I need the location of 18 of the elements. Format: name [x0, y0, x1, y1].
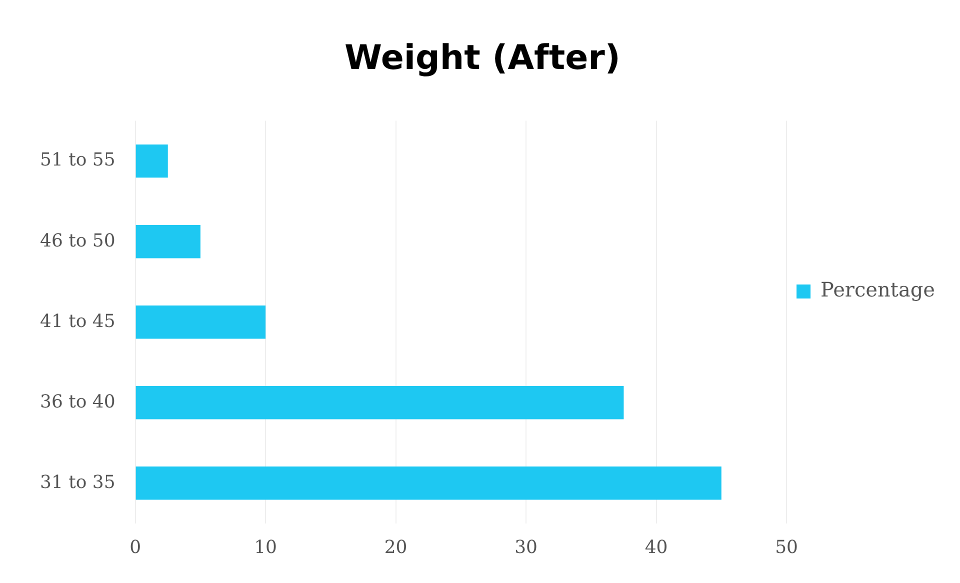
- y-tick-label: 46 to 50: [40, 230, 116, 252]
- y-tick-label: 41 to 45: [40, 310, 116, 332]
- x-tick-label: 30: [514, 536, 538, 558]
- x-tick-label: 50: [775, 536, 798, 558]
- x-tick-label: 40: [644, 536, 668, 558]
- x-tick-label: 20: [384, 536, 408, 558]
- bar: [136, 224, 200, 258]
- y-tick-label: 31 to 35: [40, 472, 116, 493]
- x-tick-label: 0: [130, 536, 142, 558]
- bar: [136, 466, 722, 500]
- x-tick-label: 10: [254, 536, 278, 558]
- bar: [136, 305, 266, 339]
- y-tick-label: 36 to 40: [40, 391, 116, 412]
- bar: [136, 144, 168, 178]
- bar: [136, 386, 624, 420]
- legend-label: Percentage: [820, 278, 936, 302]
- y-tick-label: 51 to 55: [40, 150, 116, 171]
- chart-title: Weight (After): [344, 38, 620, 78]
